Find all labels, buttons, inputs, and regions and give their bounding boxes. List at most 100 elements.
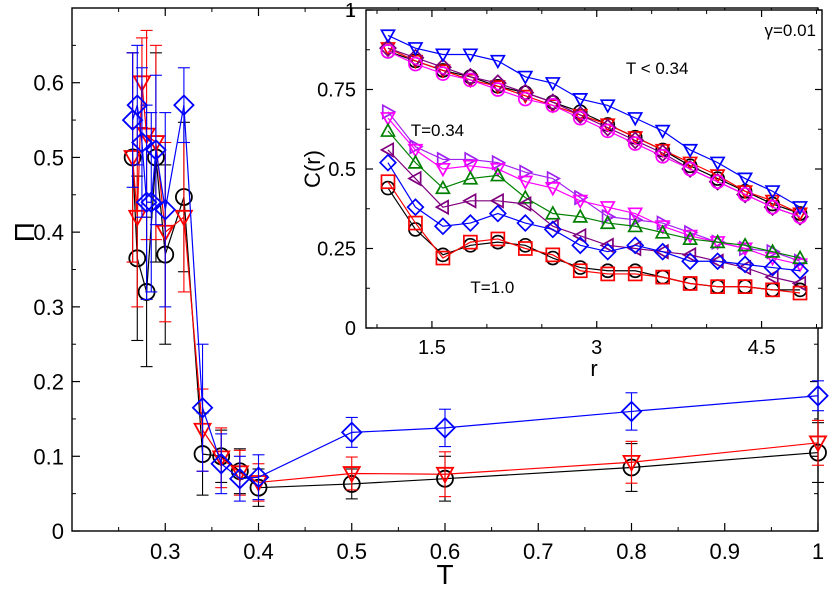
data-point [380, 112, 396, 127]
series-line [387, 50, 801, 218]
series-line [387, 162, 801, 272]
y-tick-label: 0.2 [33, 370, 64, 395]
data-point [544, 182, 561, 197]
data-point [489, 162, 506, 178]
data-point [407, 170, 422, 187]
data-point [247, 466, 270, 489]
data-point [766, 243, 781, 260]
series-line [387, 149, 801, 285]
data-point [710, 279, 725, 295]
data-point [764, 251, 781, 267]
data-point [462, 159, 479, 175]
data-point [340, 421, 363, 444]
data-point [708, 252, 727, 271]
y-tick-label: 0.3 [33, 295, 64, 320]
annotation-t-034: T=0.34 [411, 121, 464, 140]
inset-series-7 [380, 122, 808, 265]
data-point [407, 42, 424, 57]
data-point [517, 175, 534, 190]
data-point [572, 92, 589, 108]
inset-series-4 [380, 29, 808, 216]
data-point [572, 194, 589, 210]
data-point [682, 143, 699, 159]
data-point [435, 466, 455, 485]
data-point [380, 43, 396, 59]
x-tick-label: 0.9 [709, 539, 740, 564]
x-tick-label: 0.3 [150, 539, 181, 564]
data-point [598, 242, 617, 261]
data-point [463, 234, 478, 250]
data-point [435, 66, 451, 81]
data-point [381, 103, 397, 120]
data-point [792, 209, 808, 225]
y-tick-label: 0.6 [33, 71, 64, 96]
data-point [627, 266, 643, 282]
data-point [710, 174, 725, 190]
inset-y-axis-label: C(r) [300, 150, 325, 188]
x-tick-label: 0.7 [523, 539, 554, 564]
data-point [600, 123, 616, 139]
y-axis-label: Π [9, 222, 40, 242]
data-point [174, 209, 194, 228]
x-tick-label: 0.6 [430, 539, 461, 564]
inset-y-tick-label: 0 [345, 318, 356, 340]
data-point [191, 396, 214, 419]
data-point [406, 48, 425, 67]
data-point [463, 72, 478, 88]
data-point [380, 122, 396, 137]
data-point [765, 282, 780, 298]
data-point [709, 156, 726, 171]
inset-y-tick-label: 0.25 [317, 239, 356, 261]
data-point [517, 241, 533, 256]
data-point [764, 243, 781, 258]
data-point [807, 384, 829, 407]
data-point [792, 201, 808, 216]
data-point [627, 112, 644, 127]
data-point [765, 199, 780, 215]
data-point [571, 105, 590, 124]
data-point [121, 109, 144, 131]
main-series-2 [121, 44, 829, 502]
y-tick-label: 0 [52, 519, 64, 544]
data-point [519, 164, 534, 181]
data-point [545, 98, 561, 113]
data-point [462, 170, 479, 185]
series-line [387, 181, 801, 294]
data-point [379, 141, 395, 158]
data-point [516, 214, 535, 233]
data-point [131, 131, 153, 154]
x-tick-label: 0.8 [616, 539, 647, 564]
inset-plot: 1.5 3 4.5 0 0.25 0.5 0.75 1 r C(r) γ=0.01 T < 0.34 T… [300, 0, 823, 381]
data-point [629, 211, 644, 228]
data-point [464, 151, 479, 168]
data-point [434, 162, 451, 178]
y-tick-label: 0.5 [33, 145, 64, 170]
data-point [436, 151, 452, 168]
data-point [736, 255, 755, 274]
annotation-t-low: T < 0.34 [626, 59, 689, 78]
data-point [546, 170, 562, 187]
data-point [434, 199, 449, 216]
annotation-gamma: γ=0.01 [764, 21, 816, 40]
data-point [737, 242, 754, 257]
series-line [387, 47, 801, 215]
main-plot: 0.3 0.4 0.5 0.6 0.7 0.8 0.9 1 0 0.1 0.2 0.3 0.4 0.5 0.… [9, 7, 829, 590]
inset-series-3 [380, 43, 808, 225]
data-point [681, 252, 700, 271]
x-tick-label: 0.4 [243, 539, 274, 564]
data-point [620, 400, 643, 423]
series-line [132, 157, 819, 489]
data-point [433, 58, 452, 77]
data-point [737, 172, 754, 187]
x-axis-label: T [436, 559, 453, 589]
data-point [653, 144, 672, 163]
data-point [572, 208, 589, 223]
data-point [517, 70, 534, 86]
data-point [435, 250, 451, 266]
data-point [488, 74, 507, 93]
data-point [228, 467, 251, 490]
data-point [126, 94, 149, 117]
data-point [173, 94, 195, 117]
data-point [682, 161, 698, 177]
